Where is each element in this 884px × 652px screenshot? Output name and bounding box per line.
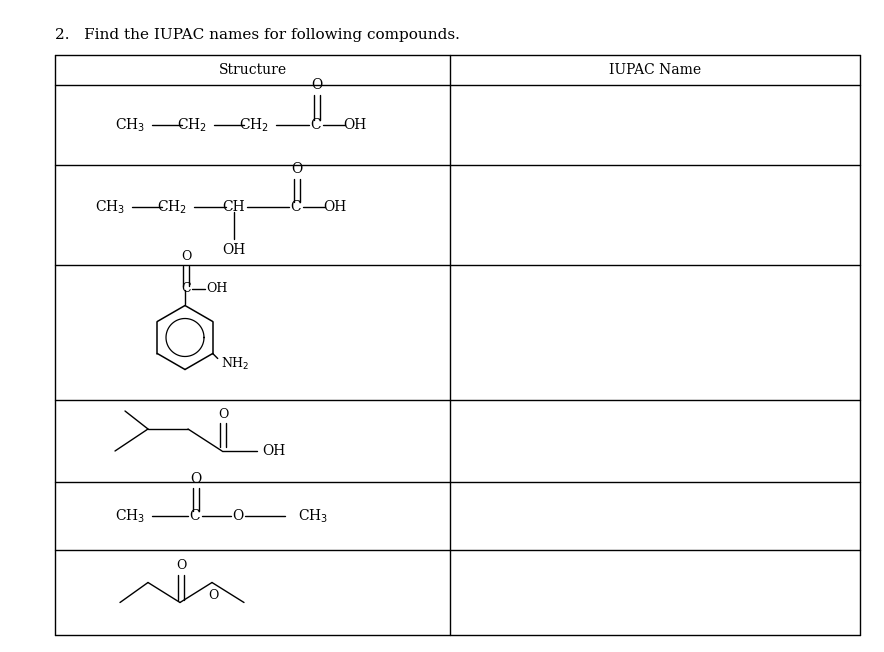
Text: CH$_3$: CH$_3$ bbox=[298, 507, 328, 525]
Text: C: C bbox=[291, 200, 301, 214]
Text: OH: OH bbox=[343, 118, 367, 132]
Text: O: O bbox=[208, 589, 218, 602]
Text: CH: CH bbox=[223, 200, 246, 214]
Text: IUPAC Name: IUPAC Name bbox=[609, 63, 701, 77]
Text: CH$_2$: CH$_2$ bbox=[239, 116, 269, 134]
Text: C: C bbox=[190, 509, 201, 523]
Text: 2.   Find the IUPAC names for following compounds.: 2. Find the IUPAC names for following co… bbox=[55, 28, 460, 42]
Text: O: O bbox=[181, 250, 191, 263]
Text: CH$_3$: CH$_3$ bbox=[115, 507, 145, 525]
Text: OH: OH bbox=[263, 444, 286, 458]
Text: C: C bbox=[181, 282, 191, 295]
Text: OH: OH bbox=[324, 200, 347, 214]
Text: Structure: Structure bbox=[218, 63, 286, 77]
Text: CH$_3$: CH$_3$ bbox=[115, 116, 145, 134]
Text: CH$_2$: CH$_2$ bbox=[157, 198, 187, 216]
Text: O: O bbox=[190, 472, 202, 486]
Text: O: O bbox=[311, 78, 323, 92]
Text: CH$_2$: CH$_2$ bbox=[177, 116, 207, 134]
Text: O: O bbox=[232, 509, 244, 523]
Text: O: O bbox=[176, 559, 187, 572]
Text: OH: OH bbox=[206, 282, 228, 295]
Text: OH: OH bbox=[223, 243, 246, 257]
Text: CH$_3$: CH$_3$ bbox=[95, 198, 126, 216]
Text: O: O bbox=[217, 408, 228, 421]
Text: O: O bbox=[292, 162, 302, 176]
Text: C: C bbox=[310, 118, 321, 132]
Text: NH$_2$: NH$_2$ bbox=[221, 355, 250, 372]
